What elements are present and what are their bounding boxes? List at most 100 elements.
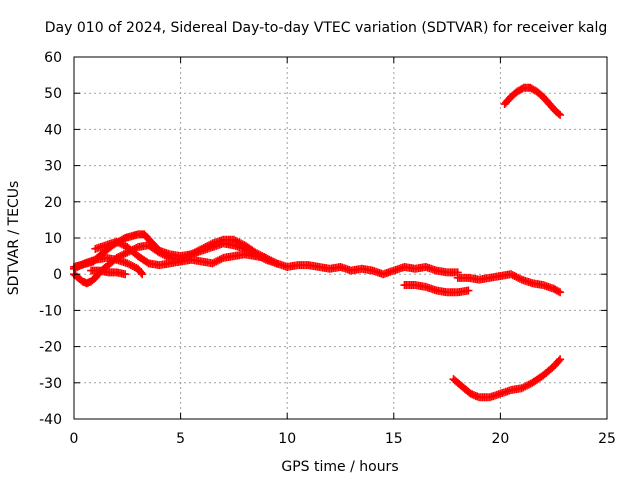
series-track-3 (91, 237, 270, 270)
data-point-marker (554, 109, 563, 118)
data-point-marker (201, 243, 210, 252)
data-point-marker (265, 255, 274, 264)
data-point-marker (554, 287, 563, 296)
data-point-marker (235, 238, 244, 247)
data-point-marker (125, 260, 134, 269)
y-tick-label: 40 (44, 122, 62, 138)
y-tick-label: 20 (44, 195, 62, 211)
data-point-marker (132, 243, 141, 252)
data-point-marker (121, 270, 130, 279)
data-point-marker (73, 262, 82, 271)
data-point-marker (155, 248, 164, 257)
data-point-marker (208, 259, 217, 268)
data-point-marker (119, 250, 128, 259)
grid-lines (74, 57, 607, 419)
data-point-marker (515, 274, 524, 283)
data-point-marker (507, 270, 516, 279)
data-point-marker (212, 257, 221, 266)
data-point-marker (117, 240, 126, 249)
data-point-marker (190, 248, 199, 257)
data-point-marker (71, 263, 80, 272)
series-track-7 (453, 270, 565, 297)
data-point-marker (263, 254, 272, 263)
data-point-marker (77, 261, 86, 270)
data-point-marker (158, 250, 167, 259)
y-tick-label: 60 (44, 50, 62, 66)
data-point-marker (510, 272, 519, 281)
data-point-marker (138, 270, 147, 279)
y-axis-label: SDTVAR / TECUs (6, 181, 22, 296)
data-point-marker (203, 242, 212, 251)
y-tick-label: 30 (44, 159, 62, 175)
data-point-marker (78, 260, 87, 269)
data-point-marker (229, 235, 238, 244)
data-point-marker (75, 262, 84, 271)
y-tick-label: -10 (39, 303, 62, 319)
data-point-marker (123, 259, 132, 268)
y-tick-label: -40 (39, 412, 62, 428)
series-track-9 (500, 83, 565, 119)
y-tick-label: 10 (44, 231, 62, 247)
data-point-marker (137, 268, 146, 277)
data-point-marker (116, 239, 125, 248)
data-point-marker (556, 355, 565, 364)
data-point-marker (556, 288, 565, 297)
chart-title: Day 010 of 2024, Sidereal Day-to-day VTE… (45, 20, 607, 36)
data-point-marker (162, 252, 171, 261)
data-point-marker (206, 240, 215, 249)
series-track-4 (70, 253, 147, 279)
data-markers (70, 83, 565, 402)
data-point-marker (128, 262, 137, 271)
data-point-marker (554, 356, 563, 365)
data-point-marker (217, 254, 226, 263)
x-tick-label: 15 (385, 431, 403, 447)
data-point-marker (205, 241, 214, 250)
data-point-marker (114, 238, 123, 247)
x-tick-label: 0 (70, 431, 79, 447)
data-point-marker (112, 237, 121, 246)
data-point-marker (199, 243, 208, 252)
data-point-marker (192, 247, 201, 256)
axis-ticks: 0 5 10 15 20 25 -40 -30 -20 -10 0 10 20 30 40 50 60 (39, 50, 616, 447)
x-tick-label: 10 (278, 431, 296, 447)
data-point-marker (126, 261, 135, 270)
series-track-5 (87, 266, 130, 279)
data-point-marker (197, 244, 206, 253)
series-track-6 (400, 281, 473, 297)
data-point-marker (514, 273, 523, 282)
data-point-marker (270, 258, 279, 267)
data-point-marker (523, 381, 532, 390)
data-point-marker (272, 259, 281, 268)
data-point-marker (521, 382, 530, 391)
data-point-marker (517, 384, 526, 393)
data-point-marker (268, 257, 277, 266)
series-track-8 (449, 355, 565, 402)
data-point-marker (130, 262, 139, 271)
data-point-marker (160, 251, 169, 260)
data-point-marker (237, 239, 246, 248)
data-point-marker (524, 380, 533, 389)
y-tick-label: -20 (39, 340, 62, 356)
data-point-marker (261, 253, 270, 262)
data-point-marker (267, 256, 276, 265)
x-tick-label: 20 (491, 431, 509, 447)
data-point-marker (157, 249, 166, 258)
data-point-marker (233, 237, 242, 246)
data-point-marker (508, 271, 517, 280)
data-point-marker (213, 256, 222, 265)
x-tick-label: 25 (598, 431, 616, 447)
data-point-marker (121, 249, 130, 258)
data-point-marker (231, 236, 240, 245)
x-tick-label: 5 (176, 431, 185, 447)
y-tick-label: 0 (53, 267, 62, 283)
data-point-marker (210, 258, 219, 267)
data-point-marker (556, 110, 565, 119)
data-point-marker (512, 272, 521, 281)
data-point-marker (215, 255, 224, 264)
y-tick-label: 50 (44, 86, 62, 102)
data-point-marker (196, 245, 205, 254)
data-point-marker (464, 286, 473, 295)
data-point-marker (194, 246, 203, 255)
